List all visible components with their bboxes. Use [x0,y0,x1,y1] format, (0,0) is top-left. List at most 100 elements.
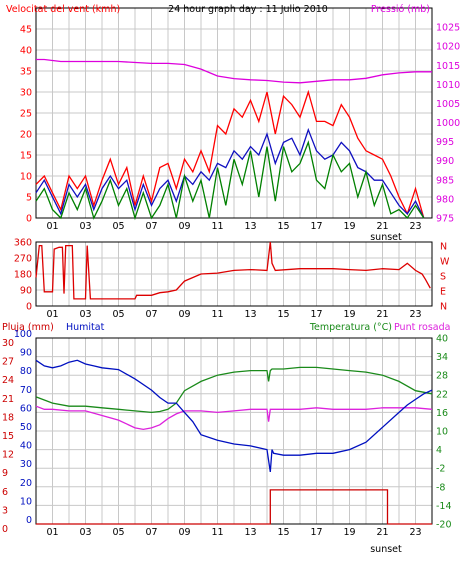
direction-tick-label: 180 [14,270,32,281]
pressure-tick-label: 990 [436,156,454,167]
x-tick-label: 01 [46,527,58,538]
humidity-tick-label: 30 [20,459,32,470]
humidity-tick-label: 100 [14,329,32,340]
x-tick-label: 09 [178,221,190,232]
sunset-label: sunset [370,232,402,243]
x-tick-label: 23 [409,527,421,538]
rain-axis-title: Pluja (mm) [2,322,54,333]
x-tick-label: 23 [409,221,421,232]
wind-axis-title: Velocitat del vent (kmh) [6,4,120,15]
x-tick-label: 13 [244,221,256,232]
x-tick-label: 21 [376,309,388,320]
wind-tick-label: 35 [20,67,32,78]
pressure-tick-label: 1025 [436,23,460,34]
humidity-tick-label: 90 [20,348,32,359]
pressure-tick-label: 995 [436,137,454,148]
temperature-tick-label: -20 [436,520,452,531]
humidity-axis-title: Humitat [66,322,105,333]
x-tick-label: 11 [211,527,223,538]
wind-gust-line [35,127,425,219]
humidity-tick-label: 20 [20,478,32,489]
x-tick-label: 13 [244,527,256,538]
x-tick-label: 17 [310,527,322,538]
direction-tick-label: 0 [26,302,32,313]
temperature-tick-label: 40 [436,334,448,345]
rain-tick-label: 6 [2,487,8,498]
temperature-tick-label: 28 [436,371,448,382]
x-tick-label: 21 [376,221,388,232]
x-tick-label: 17 [310,221,322,232]
x-tick-label: 15 [277,309,289,320]
humidity-tick-label: 10 [20,496,32,507]
rain-tick-label: 18 [2,412,14,423]
x-tick-label: 09 [178,309,190,320]
wind-tick-label: 40 [20,46,32,57]
x-tick-label: 21 [376,527,388,538]
temperature-tick-label: -2 [436,464,445,475]
x-tick-label: 03 [79,527,91,538]
temperature-tick-label: 10 [436,427,448,438]
temperature-tick-label: 34 [436,352,448,363]
dewpoint-axis-title: Punt rosada [394,322,450,333]
rain-tick-label: 27 [2,357,14,368]
humidity-tick-label: 0 [26,515,32,526]
temperature-axis-title: Temperatura (°C) [309,322,392,333]
x-tick-label: 03 [79,221,91,232]
compass-label: N [440,302,447,313]
temperature-line [35,366,433,414]
rain-tick-label: 24 [2,375,14,386]
x-tick-label: 13 [244,309,256,320]
chart-title: 24 hour graph day : 11 Julio 2010 [168,4,328,15]
wind-tick-label: 30 [20,88,32,99]
compass-label: N [440,242,447,253]
humidity-line [35,359,433,472]
rain-tick-label: 15 [2,431,14,442]
pressure-tick-label: 1015 [436,61,460,72]
x-tick-label: 05 [112,221,124,232]
rain-tick-label: 3 [2,505,8,516]
plot-frame [35,7,433,219]
pressure-tick-label: 1005 [436,99,460,110]
humidity-tick-label: 60 [20,403,32,414]
x-tick-label: 07 [145,309,157,320]
pressure-line [36,58,432,84]
rain-tick-label: 12 [2,450,14,461]
humidity-tick-label: 40 [20,441,32,452]
compass-label: W [440,257,450,268]
pressure-tick-label: 985 [436,175,454,186]
compass-label: E [440,287,446,298]
x-tick-label: 07 [145,527,157,538]
x-tick-label: 07 [145,221,157,232]
x-tick-label: 17 [310,309,322,320]
direction-tick-label: 360 [14,238,32,249]
x-tick-label: 11 [211,309,223,320]
x-tick-label: 15 [277,527,289,538]
humidity-tick-label: 50 [20,422,32,433]
temperature-tick-label: 22 [436,389,448,400]
x-tick-label: 19 [343,221,355,232]
temperature-tick-label: -8 [436,482,445,493]
pressure-tick-label: 1020 [436,42,460,53]
direction-tick-label: 270 [14,254,32,265]
pressure-tick-label: 1000 [436,118,460,129]
x-tick-label: 19 [343,309,355,320]
x-tick-label: 23 [409,309,421,320]
temperature-tick-label: 4 [436,445,442,456]
wind-tick-label: 15 [20,151,32,162]
x-tick-label: 19 [343,527,355,538]
x-tick-label: 05 [112,527,124,538]
humidity-tick-label: 70 [20,385,32,396]
rain-tick-label: 30 [2,338,14,349]
rain-line [36,489,432,525]
dewpoint-line [35,405,433,431]
x-tick-label: 15 [277,221,289,232]
wind-tick-label: 25 [20,109,32,120]
direction-tick-label: 90 [20,286,32,297]
wind-tick-label: 45 [20,25,32,36]
x-tick-label: 09 [178,527,190,538]
wind-tick-label: 5 [26,193,32,204]
x-tick-label: 11 [211,221,223,232]
rain-tick-label: 0 [2,524,8,535]
